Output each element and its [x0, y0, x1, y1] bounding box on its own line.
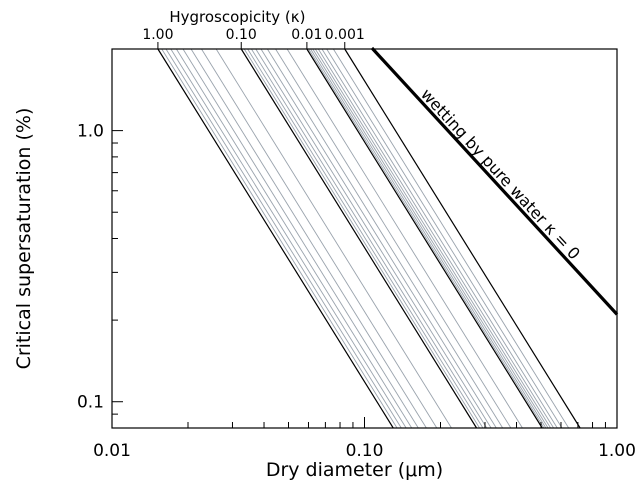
x-axis-ticks: 0.01 0.10 1.00 [93, 417, 636, 461]
kappa-line-minor [321, 48, 558, 429]
kappa-line-major [344, 48, 581, 429]
kappa-line-minor [243, 48, 480, 429]
kappa-line-minor [310, 48, 547, 429]
kappa-line-minor [165, 48, 402, 429]
y-axis-title: Critical supersaturation (%) [13, 108, 35, 370]
kappa-line-minor [275, 48, 512, 429]
kappa-line-minor [161, 48, 398, 429]
kappa-line-minor [182, 48, 419, 429]
kappa-line-minor [247, 48, 484, 429]
kappa-line-minor [332, 48, 570, 429]
kappa-line-minor [308, 48, 545, 429]
y-tick-label: 0.1 [77, 393, 104, 413]
kappa-line-major [306, 48, 543, 429]
kappa-line-minor [266, 48, 504, 429]
top-tick-label: 1.00 [142, 27, 173, 43]
top-axis-title: Hygroscopicity (κ) [169, 8, 305, 26]
kappa-line-minor [317, 48, 554, 429]
top-tick-label: 0.001 [325, 27, 365, 43]
y-tick-label: 1.0 [77, 122, 104, 142]
kappa-line-minor [215, 48, 452, 429]
kappa-line-minor [312, 48, 549, 429]
top-tick-label: 0.10 [226, 27, 257, 43]
kappa-line-minor [190, 48, 427, 429]
plot-frame [111, 48, 618, 429]
kappa-line-minor [251, 48, 488, 429]
kappa-line-minor [286, 48, 523, 429]
kappa-line-minor [170, 48, 407, 429]
x-tick-label: 0.01 [93, 441, 131, 461]
top-axis-ticks: 1.00 0.10 0.01 0.001 [142, 27, 365, 50]
pure-water-annotation: wetting by pure water κ = 0 [417, 85, 584, 263]
kappa-line-minor [326, 48, 563, 429]
top-tick-label: 0.01 [291, 27, 322, 43]
kappa-line-minor [260, 48, 497, 429]
x-tick-label: 0.10 [346, 441, 384, 461]
kappa-line-minor [255, 48, 492, 429]
y-axis-ticks: 0.1 1.0 [77, 48, 123, 429]
kappa-lines [157, 48, 581, 429]
kappa-line-minor [176, 48, 413, 429]
x-tick-label: 1.00 [598, 441, 636, 461]
kappa-line-minor [201, 48, 438, 429]
x-axis-title: Dry diameter (μm) [266, 459, 443, 481]
pure-water-line [370, 46, 619, 316]
kappa-line-major [240, 48, 478, 429]
kappa-line-minor [314, 48, 551, 429]
kappa-line-major [157, 48, 394, 429]
